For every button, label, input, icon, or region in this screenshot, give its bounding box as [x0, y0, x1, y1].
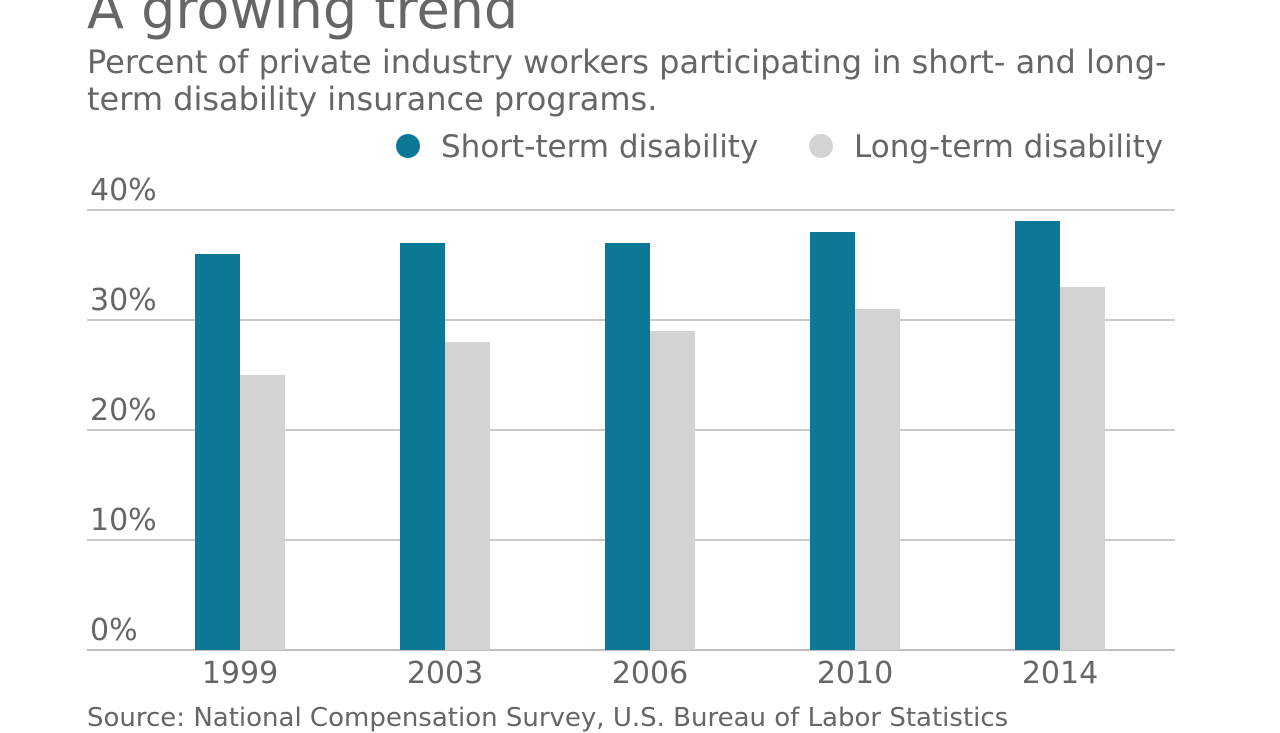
y-tick-label: 0%: [90, 613, 138, 648]
y-tick-label: 10%: [90, 503, 157, 538]
x-tick-label: 2010: [817, 656, 893, 691]
y-tick-label: 20%: [90, 393, 157, 428]
bar-short-term-2010: [810, 232, 855, 650]
legend-marker-long-term: [809, 134, 833, 158]
bar-long-term-1999: [240, 375, 285, 650]
y-tick-label: 40%: [90, 173, 157, 208]
x-tick-label: 2014: [1022, 656, 1098, 691]
bar-long-term-2006: [650, 331, 695, 650]
bar-long-term-2010: [855, 309, 900, 650]
bar-short-term-2014: [1015, 221, 1060, 650]
bar-long-term-2003: [445, 342, 490, 650]
bar-short-term-1999: [195, 254, 240, 650]
bar-short-term-2003: [400, 243, 445, 650]
y-tick-label: 30%: [90, 283, 157, 318]
x-tick-label: 2003: [407, 656, 483, 691]
legend-label-short-term: Short-term disability: [441, 129, 758, 165]
source-note: Source: National Compensation Survey, U.…: [87, 703, 1009, 733]
x-tick-label: 2006: [612, 656, 688, 691]
x-tick-label: 1999: [202, 656, 278, 691]
bar-short-term-2006: [605, 243, 650, 650]
legend: Short-term disability Long-term disabili…: [396, 129, 1163, 165]
chart-subtitle: Percent of private industry workers part…: [87, 43, 1167, 118]
legend-label-long-term: Long-term disability: [854, 129, 1163, 165]
bar-long-term-2014: [1060, 287, 1105, 650]
legend-marker-short-term: [396, 134, 420, 158]
chart-title: A growing trend: [87, 0, 519, 41]
